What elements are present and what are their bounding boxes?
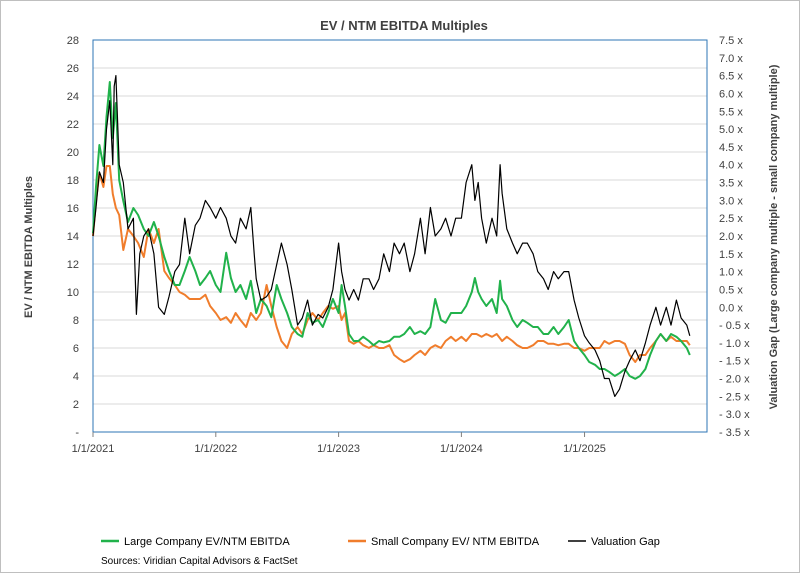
y2-tick-label: 6.5 x (719, 71, 743, 83)
y2-tick-label: 0.0 x (719, 302, 743, 314)
y2-tick-label: 5.5 x (719, 106, 743, 118)
y-tick-label: 28 (67, 35, 79, 47)
y-tick-label: 22 (67, 119, 79, 131)
legend: Large Company EV/NTM EBITDA Small Company… (101, 536, 660, 548)
y-axis-label: EV / NTM EBITDA Multiples (23, 176, 35, 318)
y-tick-label: 24 (67, 91, 79, 103)
series-line-0 (92, 81, 691, 380)
y2-tick-label: - 3.0 x (719, 409, 750, 421)
y2-tick-label: 4.5 x (719, 142, 743, 154)
y-tick-label: 10 (67, 287, 79, 299)
y2-tick-label: 4.0 x (719, 160, 743, 172)
series-lines (92, 74, 691, 397)
x-tick-label: 1/1/2022 (194, 443, 237, 455)
x-tick-label: 1/1/2025 (563, 443, 606, 455)
y2-tick-label: 7.5 x (719, 35, 743, 47)
y2-tick-label: 6.0 x (719, 88, 743, 100)
y2-tick-label: - 0.5 x (719, 320, 750, 332)
y-tick-label: 20 (67, 147, 79, 159)
chart-title: EV / NTM EBITDA Multiples (320, 18, 488, 33)
y2-tick-label: 5.0 x (719, 124, 743, 136)
y-tick-label: 12 (67, 259, 79, 271)
x-tick-label: 1/1/2021 (72, 443, 115, 455)
y2-tick-label: 1.0 x (719, 267, 743, 279)
x-tick-label: 1/1/2024 (440, 443, 483, 455)
y2-tick-label: 2.0 x (719, 231, 743, 243)
gridlines (93, 67, 707, 405)
y-tick-label: 8 (73, 315, 79, 327)
y-tick-label: 14 (67, 231, 79, 243)
y2-tick-label: 3.0 x (719, 195, 743, 207)
y2-tick-label: 7.0 x (719, 53, 743, 65)
y-tick-label: 26 (67, 63, 79, 75)
y2-tick-label: - 2.5 x (719, 391, 750, 403)
y2-tick-label: - 1.5 x (719, 356, 750, 368)
x-tick-label: 1/1/2023 (317, 443, 360, 455)
y-tick-label: - (75, 427, 79, 439)
source-note: Sources: Viridian Capital Advisors & Fac… (101, 556, 298, 567)
y-tick-label: 4 (73, 371, 79, 383)
y2-tick-label: - 1.0 x (719, 338, 750, 350)
y2-tick-label: 3.5 x (719, 178, 743, 190)
y-tick-label: 18 (67, 175, 79, 187)
legend-label-1: Small Company EV/ NTM EBITDA (371, 536, 540, 548)
x-axis-ticks: 1/1/2021 1/1/2022 1/1/2023 1/1/2024 1/1/2025 (72, 432, 606, 455)
y2-axis-label: Valuation Gap (Large company multiple - … (768, 64, 780, 409)
series-line-1 (92, 165, 691, 363)
series-line-2 (92, 74, 691, 397)
legend-label-0: Large Company EV/NTM EBITDA (124, 536, 290, 548)
y2-tick-label: 1.5 x (719, 249, 743, 261)
y2-axis-ticks: - 3.5 x - 3.0 x - 2.5 x - 2.0 x - 1.5 x - 1.0… (719, 35, 750, 439)
y2-tick-label: - 3.5 x (719, 427, 750, 439)
y2-tick-label: 0.5 x (719, 284, 743, 296)
y-tick-label: 6 (73, 343, 79, 355)
y2-tick-label: 2.5 x (719, 213, 743, 225)
y-tick-label: 16 (67, 203, 79, 215)
y-tick-label: 2 (73, 399, 79, 411)
legend-label-2: Valuation Gap (591, 536, 660, 548)
y2-tick-label: - 2.0 x (719, 374, 750, 386)
